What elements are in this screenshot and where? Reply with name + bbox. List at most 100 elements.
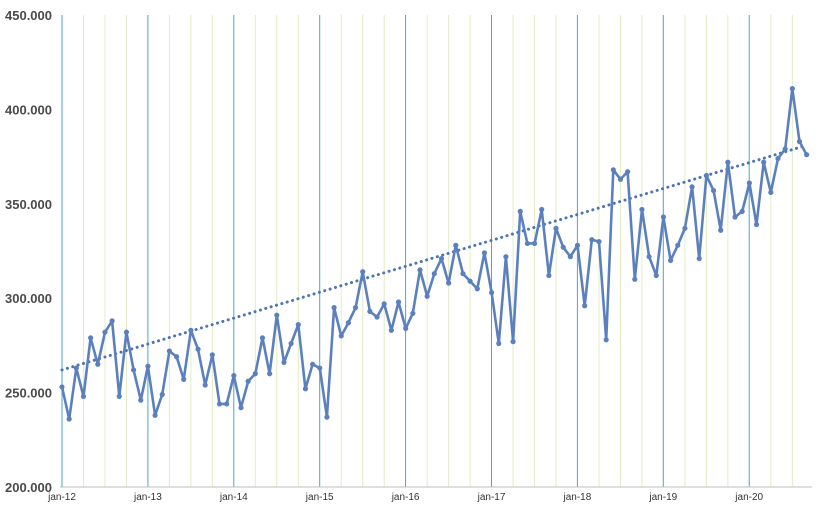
data-point bbox=[496, 340, 502, 347]
y-tick-label: 350.000 bbox=[5, 197, 52, 212]
data-point bbox=[424, 293, 430, 299]
data-point bbox=[159, 391, 165, 398]
data-point bbox=[281, 359, 287, 365]
data-point bbox=[460, 271, 466, 277]
data-point bbox=[589, 237, 595, 243]
x-tick-label: jan-15 bbox=[305, 492, 334, 503]
data-point bbox=[639, 206, 645, 213]
data-point bbox=[374, 314, 380, 320]
data-point bbox=[202, 382, 208, 388]
data-point bbox=[152, 412, 158, 418]
trendline-path bbox=[60, 143, 809, 372]
data-point bbox=[603, 337, 609, 343]
data-point bbox=[725, 159, 731, 165]
data-point bbox=[345, 320, 351, 326]
data-point bbox=[510, 339, 516, 345]
data-point bbox=[317, 365, 323, 371]
y-tick-label: 400.000 bbox=[5, 102, 52, 117]
data-point bbox=[123, 329, 130, 335]
data-point bbox=[775, 155, 781, 162]
data-point bbox=[582, 303, 588, 309]
data-point bbox=[431, 271, 437, 277]
y-tick-label: 300.000 bbox=[5, 291, 52, 306]
data-point bbox=[489, 289, 495, 296]
data-point bbox=[138, 397, 144, 403]
data-point bbox=[646, 254, 652, 260]
y-tick-label: 250.000 bbox=[5, 386, 52, 401]
data-point bbox=[367, 308, 373, 315]
y-tick-label: 200.000 bbox=[5, 480, 52, 495]
data-point bbox=[73, 365, 79, 371]
data-point bbox=[546, 272, 552, 279]
x-tick-label: jan-17 bbox=[477, 492, 506, 503]
data-point bbox=[188, 327, 194, 333]
data-point bbox=[710, 187, 717, 194]
y-tick-label: 450.000 bbox=[5, 8, 52, 23]
data-point bbox=[331, 305, 337, 311]
data-point bbox=[782, 146, 788, 152]
month-gridlines bbox=[82, 15, 793, 487]
data-point bbox=[295, 322, 301, 328]
data-point bbox=[660, 214, 667, 220]
data-point bbox=[632, 276, 638, 282]
data-point bbox=[668, 257, 674, 264]
data-point bbox=[438, 255, 445, 262]
data-point bbox=[574, 242, 581, 248]
data-point bbox=[467, 278, 473, 284]
data-point bbox=[560, 244, 566, 250]
data-point bbox=[531, 240, 538, 247]
data-point bbox=[689, 184, 695, 190]
series-line bbox=[60, 87, 808, 421]
data-point bbox=[324, 414, 330, 420]
series bbox=[59, 86, 810, 422]
data-point bbox=[88, 335, 94, 341]
data-point bbox=[302, 386, 309, 392]
data-point bbox=[539, 206, 545, 213]
data-point bbox=[675, 242, 681, 248]
data-point bbox=[267, 371, 273, 377]
data-point bbox=[288, 340, 294, 347]
data-point bbox=[446, 280, 452, 286]
x-tick-labels: jan-12 jan-13 jan-14 jan-15 jan-16 jan-17 jan-… bbox=[47, 492, 763, 503]
data-point bbox=[245, 378, 251, 384]
data-point bbox=[682, 225, 688, 231]
data-point bbox=[718, 227, 724, 233]
trendline bbox=[60, 143, 809, 372]
x-tick-label: jan-20 bbox=[734, 492, 763, 503]
x-tick-label: jan-19 bbox=[648, 492, 677, 503]
data-point bbox=[703, 172, 710, 179]
data-point bbox=[181, 376, 187, 382]
data-point bbox=[596, 238, 602, 245]
x-tick-label: jan-13 bbox=[133, 492, 162, 503]
data-point bbox=[696, 255, 702, 262]
data-point bbox=[166, 348, 172, 354]
data-point bbox=[567, 254, 573, 260]
data-point bbox=[753, 221, 760, 228]
data-point bbox=[804, 152, 810, 158]
x-tick-label: jan-12 bbox=[47, 492, 76, 503]
data-point bbox=[768, 189, 774, 196]
data-point bbox=[116, 393, 122, 399]
data-point bbox=[395, 299, 402, 305]
data-point bbox=[789, 86, 795, 92]
data-point bbox=[259, 335, 266, 341]
data-point bbox=[524, 240, 531, 247]
data-point bbox=[732, 214, 738, 220]
data-point bbox=[388, 327, 394, 333]
data-point bbox=[224, 401, 230, 407]
data-point bbox=[195, 346, 201, 352]
data-point bbox=[796, 138, 803, 145]
data-point bbox=[417, 267, 423, 273]
data-point bbox=[352, 305, 359, 311]
y-tick-labels: 200.000 250.000 300.000 350.000 400.000 450.0… bbox=[5, 8, 52, 495]
data-point bbox=[238, 405, 244, 411]
data-point bbox=[553, 225, 559, 231]
data-point bbox=[145, 363, 151, 369]
data-point bbox=[274, 312, 280, 318]
data-point bbox=[66, 416, 72, 422]
data-point bbox=[173, 354, 180, 360]
data-point bbox=[102, 329, 108, 335]
data-point bbox=[503, 254, 509, 260]
data-point bbox=[338, 333, 344, 339]
data-point bbox=[109, 318, 115, 324]
